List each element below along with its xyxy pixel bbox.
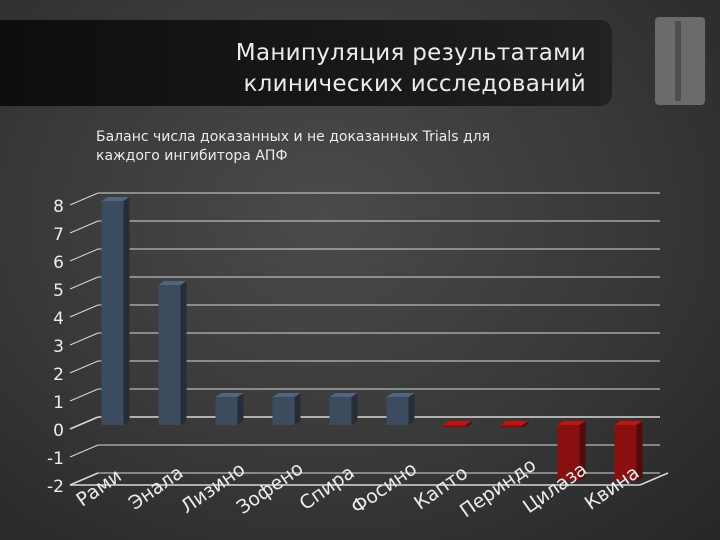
bar-side <box>123 197 130 425</box>
corner-decoration-stripe <box>675 21 681 101</box>
slide-subtitle: Баланс числа доказанных и не доказанных … <box>96 128 490 166</box>
bar-side <box>522 421 529 428</box>
y-tick-label: 5 <box>53 281 64 301</box>
y-tick-label: 0 <box>53 421 64 441</box>
bar-front <box>272 397 295 425</box>
gridline-diagonal <box>69 248 99 262</box>
slide-title: Манипуляция результатами клинических исс… <box>236 38 586 100</box>
y-tick-label: -1 <box>47 449 64 469</box>
x-tick-label: Фосино <box>347 458 421 519</box>
bar-4 <box>272 393 301 425</box>
gridline-diagonal <box>69 276 99 290</box>
bar-front <box>443 425 466 428</box>
gridline-diagonal <box>69 220 99 234</box>
bar-top <box>215 393 244 397</box>
y-tick-label: 3 <box>53 337 64 357</box>
y-tick-label: -2 <box>47 477 64 497</box>
bar-top <box>158 281 187 285</box>
y-tick-label: 8 <box>53 197 64 217</box>
x-tick-label: Рами <box>72 465 125 512</box>
bar-top <box>557 421 586 425</box>
bar-top <box>329 393 358 397</box>
y-tick-labels: 8 7 6 5 4 3 2 1 0 -1 -2 <box>47 197 64 497</box>
gridline-diagonal <box>69 388 99 402</box>
gridline-diagonal <box>69 192 99 206</box>
bar-1 <box>101 197 130 425</box>
title-band: Манипуляция результатами клинических исс… <box>0 20 612 106</box>
bar-top <box>272 393 301 397</box>
y-tick-label: 1 <box>53 393 64 413</box>
bar-7 <box>443 421 472 428</box>
bar-side <box>180 281 187 425</box>
y-tick-label: 2 <box>53 365 64 385</box>
slide-subtitle-line-1: Баланс числа доказанных и не доказанных … <box>96 129 491 145</box>
y-tick-label: 7 <box>53 225 64 245</box>
floor-right-edge <box>639 472 669 486</box>
x-tick-label: Зофено <box>233 457 308 518</box>
slide-title-line-1: Манипуляция результатами <box>235 40 586 66</box>
x-tick-label: Квина <box>581 462 644 515</box>
bar-top <box>443 421 472 425</box>
bar-front <box>101 201 124 425</box>
bar-2 <box>158 281 187 425</box>
y-tick-label: 6 <box>53 253 64 273</box>
gridline-diagonal <box>69 360 99 374</box>
bar-top <box>101 197 130 201</box>
bar-front <box>557 425 580 481</box>
bar-side <box>579 421 586 481</box>
gridline-diagonal <box>69 416 99 430</box>
x-tick-label: Спира <box>295 461 358 514</box>
corner-decoration <box>655 17 705 105</box>
slide-subtitle-line-2: каждого ингибитора АПФ <box>96 148 288 164</box>
bar-top <box>500 421 529 425</box>
bar-side <box>408 393 415 425</box>
bar-side <box>351 393 358 425</box>
bar-front <box>500 425 523 428</box>
bar-5 <box>329 393 358 425</box>
bar-front <box>386 397 409 425</box>
bar-front <box>329 397 352 425</box>
bar-top <box>614 421 643 425</box>
bar-top <box>386 393 415 397</box>
bar-10 <box>614 421 643 481</box>
gridline-diagonal <box>69 304 99 318</box>
bar-layer <box>101 197 643 481</box>
y-tick-label: 4 <box>53 309 64 329</box>
bar-3 <box>215 393 244 425</box>
gridline-diagonal <box>69 444 99 458</box>
bar-side <box>636 421 643 481</box>
bar-8 <box>500 421 529 428</box>
bar-side <box>465 421 472 428</box>
gridline-diagonal <box>69 472 99 486</box>
bar-front <box>215 397 238 425</box>
bar-6 <box>386 393 415 425</box>
bar-side <box>237 393 244 425</box>
x-tick-label: Энала <box>125 462 188 515</box>
slide-title-line-2: клинических исследований <box>243 71 586 97</box>
bar-side <box>294 393 301 425</box>
bar-front <box>158 285 181 425</box>
bar-9 <box>557 421 586 481</box>
bar-front <box>614 425 637 481</box>
gridline-diagonal <box>69 332 99 346</box>
